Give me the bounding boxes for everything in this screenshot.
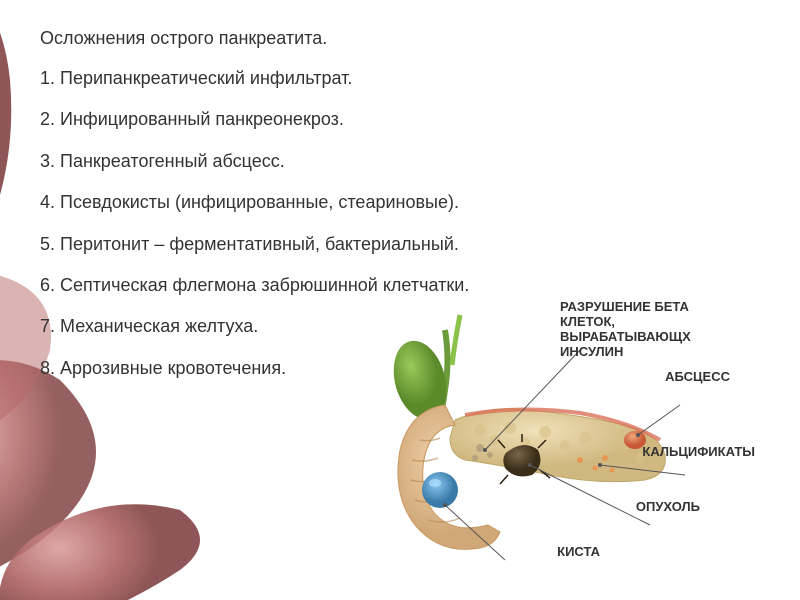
list-item: 2. Инфицированный панкреонекроз. — [40, 108, 760, 131]
list-item: 5. Перитонит – ферментативный, бактериал… — [40, 233, 760, 256]
diagram-label-abscess: АБСЦЕСС — [665, 370, 730, 385]
diagram-label-beta: РАЗРУШЕНИЕ БЕТА КЛЕТОК, ВЫРАБАТЫВАЮЩХ ИН… — [560, 300, 700, 360]
list-item: 3. Панкреатогенный абсцесс. — [40, 150, 760, 173]
list-item: 1. Перипанкреатический инфильтрат. — [40, 67, 760, 90]
pancreas-diagram: РАЗРУШЕНИЕ БЕТА КЛЕТОК, ВЫРАБАТЫВАЮЩХ ИН… — [350, 290, 770, 570]
diagram-label-cyst: КИСТА — [557, 545, 600, 560]
list-item: 4. Псевдокисты (инфицированные, стеарино… — [40, 191, 760, 214]
diagram-label-tumor: ОПУХОЛЬ — [636, 500, 700, 515]
slide-title: Осложнения острого панкреатита. — [40, 28, 760, 49]
diagram-label-calc: КАЛЬЦИФИКАТЫ — [642, 445, 755, 460]
